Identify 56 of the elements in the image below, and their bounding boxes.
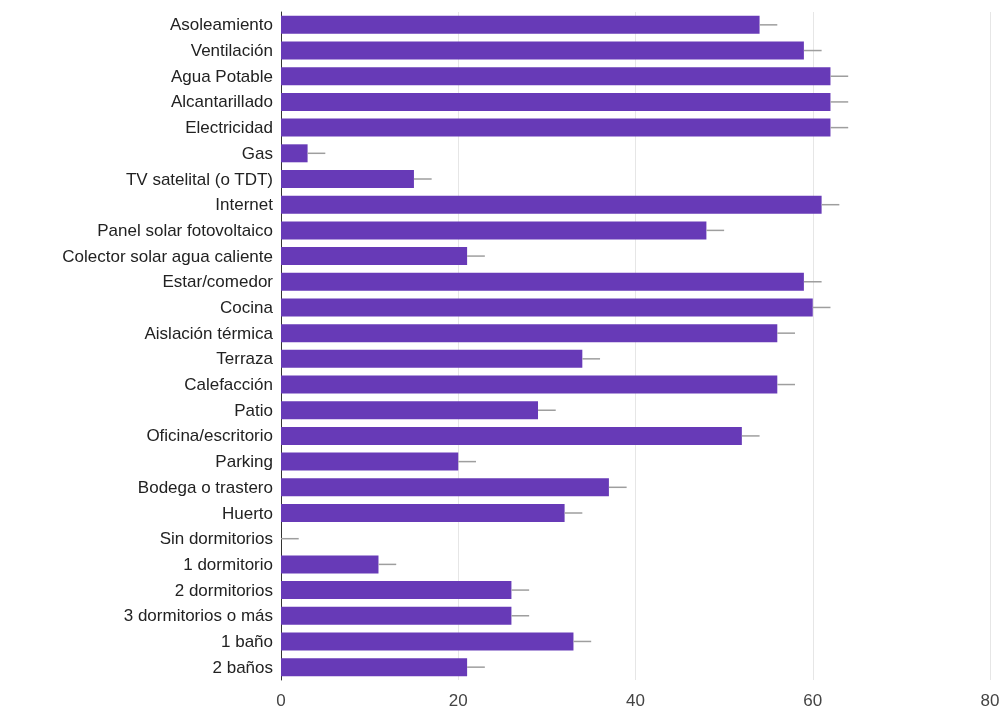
bar — [281, 170, 414, 188]
bar — [281, 401, 539, 420]
y-tick-label: 3 dormitorios o más — [123, 606, 273, 626]
bar — [281, 298, 813, 317]
bar — [281, 555, 379, 574]
y-tick-label: Oficina/escritorio — [146, 426, 273, 446]
y-tick-label: Ventilación — [190, 41, 273, 61]
y-tick-label: Bodega o trastero — [137, 477, 273, 497]
x-tick-label: 80 — [980, 691, 1000, 710]
bar — [281, 581, 512, 600]
y-tick-label: Cocina — [220, 297, 274, 317]
bar — [281, 118, 831, 137]
x-tick-label: 40 — [626, 691, 645, 710]
x-tick-label: 0 — [276, 691, 286, 710]
bar — [281, 247, 468, 266]
y-tick-label: 1 baño — [221, 631, 273, 651]
bar — [281, 632, 574, 651]
bar — [281, 195, 822, 214]
bar — [281, 426, 742, 445]
y-tick-label: Huerto — [221, 503, 273, 523]
bar — [281, 375, 778, 394]
y-tick-label: Agua Potable — [170, 66, 273, 86]
y-tick-label: Alcantarillado — [170, 92, 273, 112]
y-tick-label: Estar/comedor — [162, 272, 274, 292]
bar — [281, 15, 760, 34]
y-tick-label: Aislación térmica — [144, 323, 274, 343]
y-tick-label: Gas — [241, 143, 273, 163]
y-tick-label: Asoleamiento — [169, 15, 273, 35]
y-tick-label: Panel solar fotovoltaico — [97, 220, 273, 240]
y-tick-label: 1 dormitorio — [183, 554, 273, 574]
bar — [281, 478, 609, 497]
y-tick-label: Electricidad — [185, 118, 273, 138]
bar — [281, 658, 468, 677]
y-tick-label: Terraza — [216, 349, 274, 369]
bar — [281, 41, 804, 60]
y-tick-label: Parking — [215, 452, 273, 472]
bar — [281, 221, 707, 240]
y-tick-label: 2 baños — [212, 657, 273, 677]
x-tick-label: 20 — [448, 691, 468, 710]
bar — [281, 606, 512, 625]
x-tick-label: 60 — [803, 691, 823, 710]
bar — [281, 144, 308, 163]
bar — [281, 92, 831, 111]
y-tick-label: Colector solar agua caliente — [62, 246, 273, 266]
y-tick-label: Sin dormitorios — [159, 529, 273, 549]
y-tick-label: TV satelital (o TDT) — [125, 169, 273, 189]
bar — [281, 349, 583, 368]
bar — [281, 324, 778, 343]
bar — [281, 504, 565, 522]
y-tick-label: Internet — [215, 195, 274, 215]
y-tick-label: Patio — [234, 400, 273, 420]
y-tick-label: 2 dormitorios — [174, 580, 273, 600]
bar — [281, 452, 459, 471]
bar — [281, 67, 831, 86]
bar — [281, 272, 804, 291]
y-tick-label: Calefacción — [184, 375, 273, 395]
